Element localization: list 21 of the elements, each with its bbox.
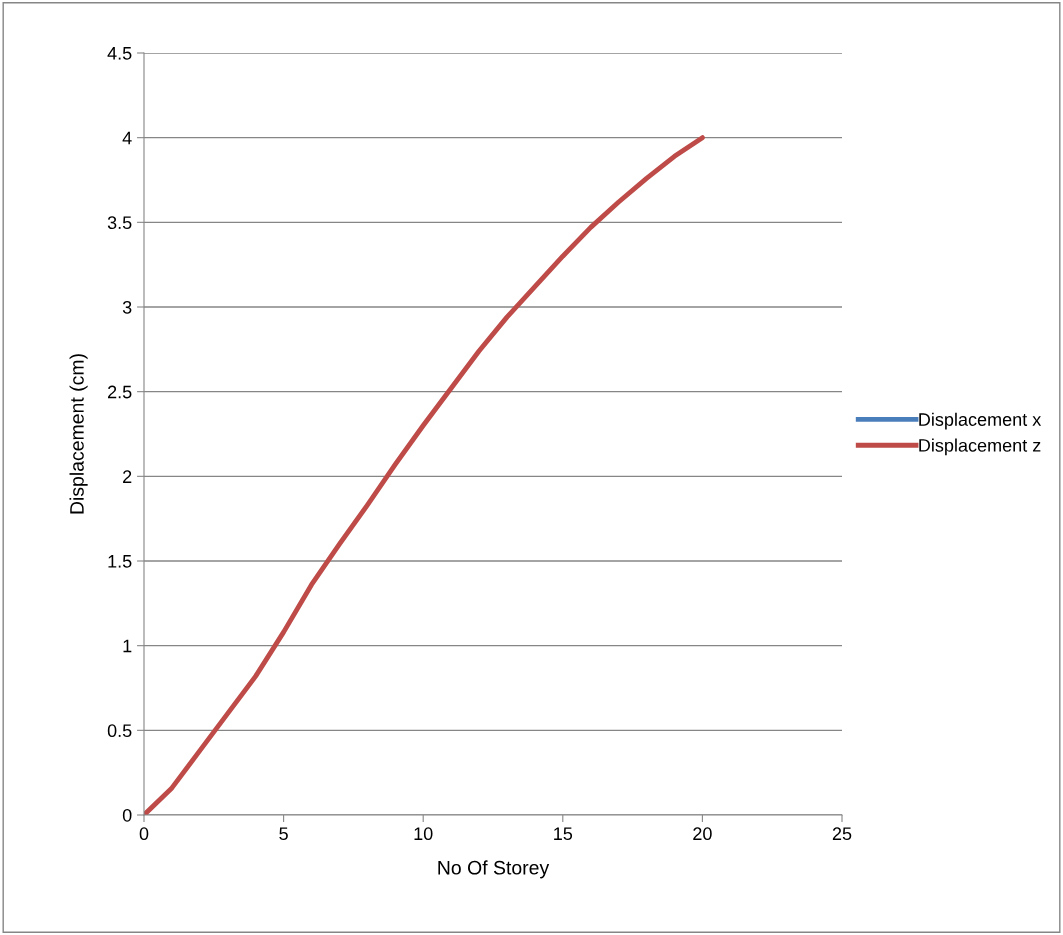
y-tick-label: 0 — [122, 808, 132, 822]
y-tick-label: 2.5 — [108, 385, 132, 399]
y-tick-label: 2 — [123, 470, 132, 483]
y-tick-label: 4.5 — [107, 47, 132, 60]
y-tick-label: 1 — [123, 639, 132, 653]
y-axis-title: Displacement (cm) — [69, 354, 88, 514]
y-tick-label: 3 — [122, 300, 132, 314]
x-axis-title: No Of Storey — [438, 860, 550, 879]
x-tick-label: 20 — [693, 827, 712, 841]
x-tick-label: 25 — [832, 827, 852, 841]
y-tick-label: 4 — [122, 131, 132, 145]
legend-label: Displacement z — [919, 438, 1041, 456]
line-series — [144, 135, 705, 815]
x-tick-label: 5 — [279, 827, 288, 841]
y-tick-label: 3.5 — [107, 216, 132, 230]
x-tick-label: 10 — [414, 827, 433, 841]
y-tick-label: 0.5 — [107, 724, 132, 738]
x-tick-label: 0 — [139, 827, 149, 841]
y-tick-label: 1.5 — [108, 555, 132, 568]
legend-label: Displacement x — [919, 412, 1042, 430]
x-tick-label: 15 — [554, 827, 573, 841]
